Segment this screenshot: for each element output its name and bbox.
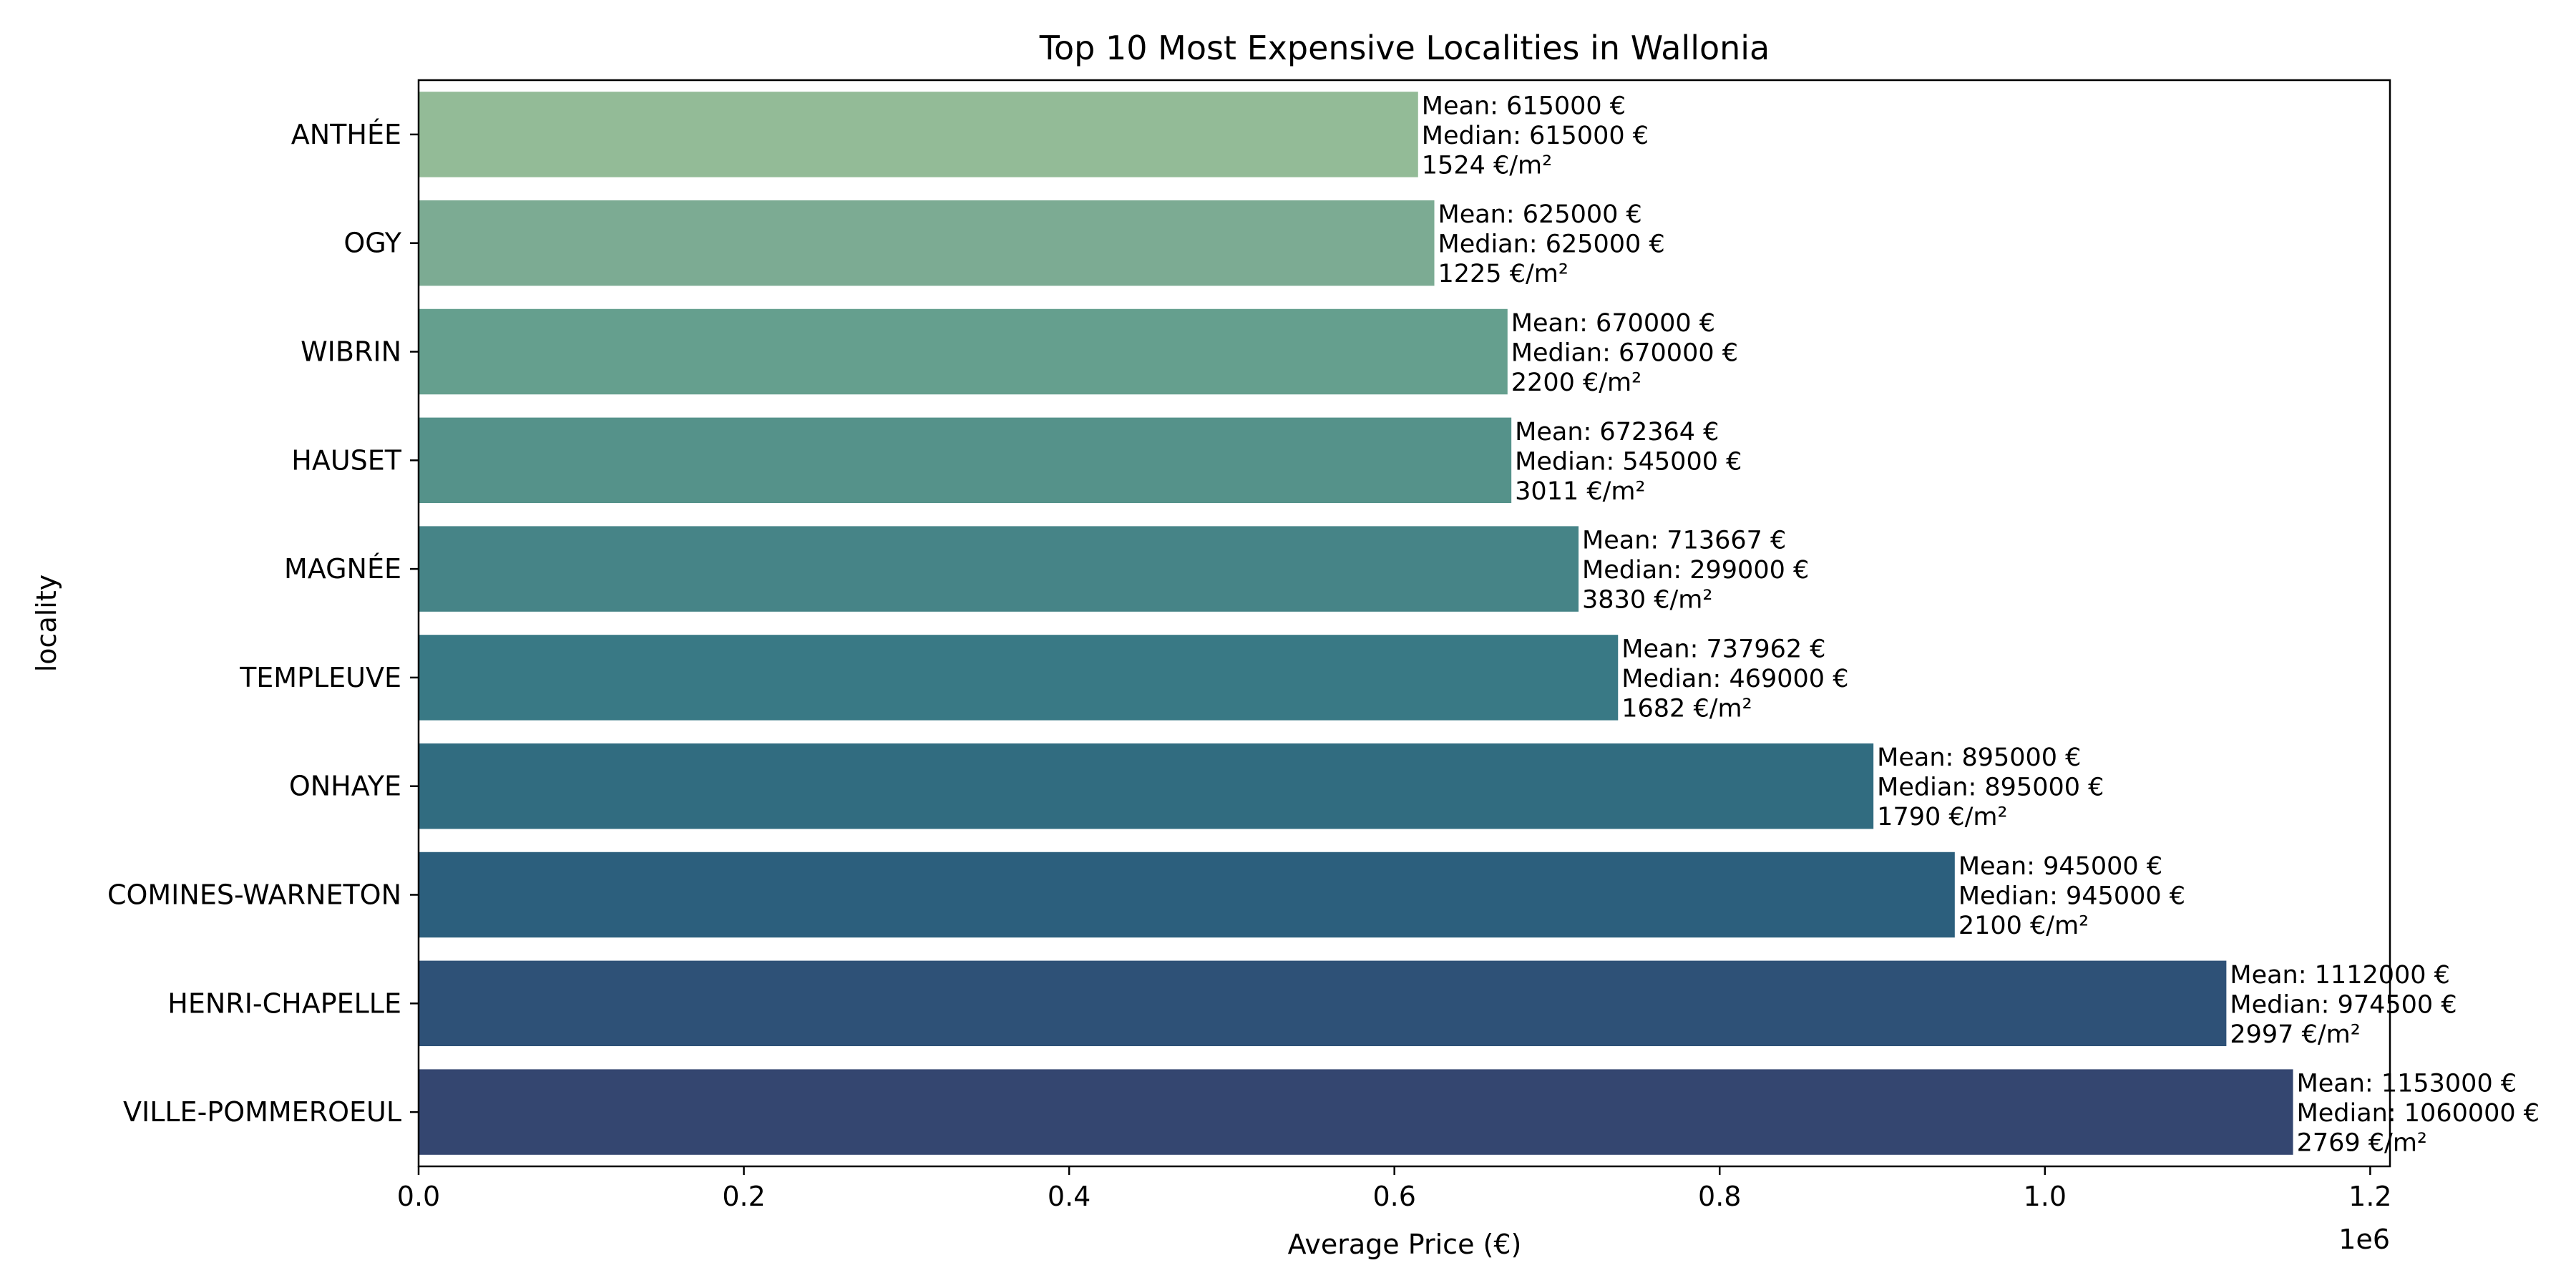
y-axis-ticks: ANTHÉE OGY WIBRIN HAUSET MAGNÉE TEMPLEUVE ONHA… — [107, 119, 419, 1128]
x-tick-label: 0.4 — [1048, 1181, 1091, 1212]
x-axis-ticks: 0.0 0.2 0.4 0.6 0.8 1.0 1.2 — [397, 1166, 2392, 1212]
bar-annotation: Mean: 713667 € Median: 299000 €3830 €/m² — [1582, 527, 1809, 615]
bar-labels: Mean: 615000 € Median: 615000 €1524 €/m² M… — [1422, 92, 2540, 1157]
y-tick-label: VILLE-POMMEROEUL — [123, 1096, 401, 1128]
bar-comines-warneton — [418, 850, 1956, 940]
bar-annotation: Mean: 737962 € Median: 469000 €1682 €/m² — [1621, 635, 1848, 723]
x-tick-label: 1.0 — [2024, 1181, 2067, 1212]
bar-anthée — [418, 90, 1420, 179]
bar-henri-chapelle — [418, 959, 2228, 1048]
x-tick-label: 0.0 — [397, 1181, 440, 1212]
bar-annotation: Mean: 625000 € Median: 625000 €1225 €/m² — [1438, 200, 1665, 288]
chart-title: Top 10 Most Expensive Localities in Wall… — [1039, 29, 1770, 67]
x-tick-label: 0.2 — [722, 1181, 765, 1212]
bar-magnée — [418, 525, 1581, 613]
x-tick-label: 0.6 — [1372, 1181, 1415, 1212]
bar-ville-pommeroeul — [418, 1068, 2295, 1156]
x-axis-offset-label: 1e6 — [2338, 1224, 2390, 1255]
bar-annotation: Mean: 1112000 € Median: 974500 €2997 €/m² — [2230, 961, 2457, 1049]
bar-templeuve — [418, 633, 1620, 722]
y-tick-label: HENRI-CHAPELLE — [167, 987, 401, 1019]
bar-annotation: Mean: 672364 € Median: 545000 €3011 €/m² — [1515, 418, 1742, 506]
y-tick-label: HAUSET — [291, 444, 402, 476]
bar-annotation: Mean: 895000 € Median: 895000 €1790 €/m² — [1877, 743, 2104, 831]
y-axis-label: locality — [31, 575, 62, 673]
x-tick-label: 0.8 — [1698, 1181, 1741, 1212]
y-tick-label: ONHAYE — [289, 771, 401, 802]
y-tick-label: COMINES-WARNETON — [107, 879, 401, 911]
y-tick-label: ANTHÉE — [291, 119, 401, 150]
bars — [418, 90, 2295, 1156]
bar-onhaye — [418, 741, 1875, 831]
bar-annotation: Mean: 1153000 € Median: 1060000 €2769 €/m… — [2297, 1070, 2540, 1158]
x-tick-label: 1.2 — [2348, 1181, 2391, 1212]
y-tick-label: OGY — [343, 228, 401, 259]
plot-frame — [417, 79, 2391, 1168]
bar-annotation: Mean: 615000 € Median: 615000 €1524 €/m² — [1422, 92, 1649, 180]
bar-annotation: Mean: 670000 € Median: 670000 €2200 €/m² — [1511, 309, 1738, 397]
bar-wibrin — [418, 307, 1509, 396]
bar-ogy — [418, 198, 1436, 288]
bar-hauset — [418, 416, 1513, 505]
y-tick-label: MAGNÉE — [284, 553, 401, 585]
y-tick-label: TEMPLEUVE — [239, 662, 401, 693]
bar-annotation: Mean: 945000 € Median: 945000 €2100 €/m² — [1958, 852, 2185, 940]
x-axis-label: Average Price (€) — [1288, 1229, 1522, 1260]
y-tick-label: WIBRIN — [301, 336, 401, 368]
